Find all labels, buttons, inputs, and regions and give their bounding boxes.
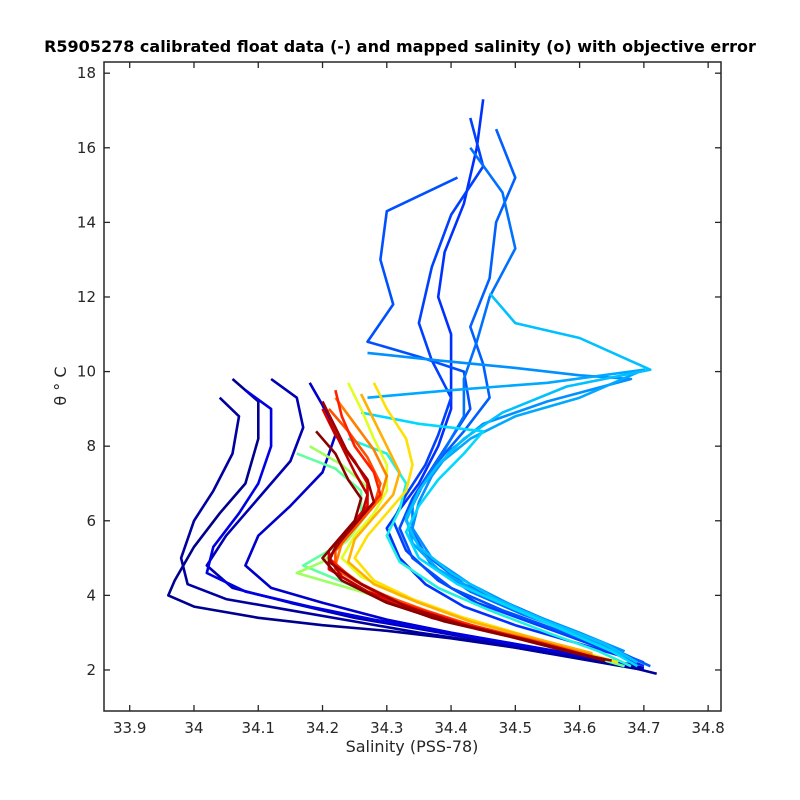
profile-line-27 — [315, 430, 606, 662]
profile-line-14 — [360, 411, 639, 668]
y-tick-label-0: 2 — [86, 661, 96, 679]
x-tick-label-1: 34 — [184, 719, 203, 737]
profile-line-2 — [179, 396, 658, 675]
plot-lines — [167, 99, 658, 675]
x-tick-label-2: 34.1 — [242, 719, 275, 737]
plot-frame — [103, 61, 722, 712]
y-tick-label-3: 8 — [86, 437, 96, 455]
y-tick-label-8: 18 — [77, 64, 96, 82]
y-tick-label-4: 10 — [77, 363, 96, 381]
y-tick-label-7: 16 — [77, 139, 96, 157]
x-axis: 33.9 34 34.1 34.2 34.3 34.4 34.5 34.6 34.7 34.8 — [113, 62, 725, 737]
x-tick-label-3: 34.2 — [306, 719, 339, 737]
profile-line-20 — [346, 393, 593, 655]
y-tick-label-5: 12 — [77, 288, 96, 306]
y-tick-label-6: 14 — [77, 213, 96, 231]
profile-line-6 — [385, 99, 645, 668]
y-tick-label-1: 4 — [86, 586, 96, 604]
y-axis-label: θ ° C — [51, 366, 70, 405]
profile-line-13 — [404, 292, 652, 664]
x-tick-label-8: 34.7 — [627, 719, 660, 737]
x-tick-label-9: 34.8 — [691, 719, 724, 737]
profile-line-3 — [205, 377, 645, 670]
x-tick-label-6: 34.5 — [499, 719, 532, 737]
profile-line-9 — [404, 128, 651, 668]
y-tick-label-2: 6 — [86, 512, 96, 530]
x-axis-label: Salinity (PSS-78) — [346, 737, 479, 756]
y-axis: 2 4 6 8 10 12 14 16 18 — [77, 64, 721, 679]
profile-line-5 — [205, 389, 619, 664]
x-tick-label-4: 34.3 — [370, 719, 403, 737]
x-tick-label-5: 34.4 — [434, 719, 467, 737]
profile-line-10 — [411, 147, 626, 657]
chart-title: R5905278 calibrated float data (-) and m… — [44, 37, 756, 56]
x-tick-label-0: 33.9 — [113, 719, 146, 737]
profile-line-7 — [391, 117, 632, 661]
x-tick-label-7: 34.6 — [563, 719, 596, 737]
